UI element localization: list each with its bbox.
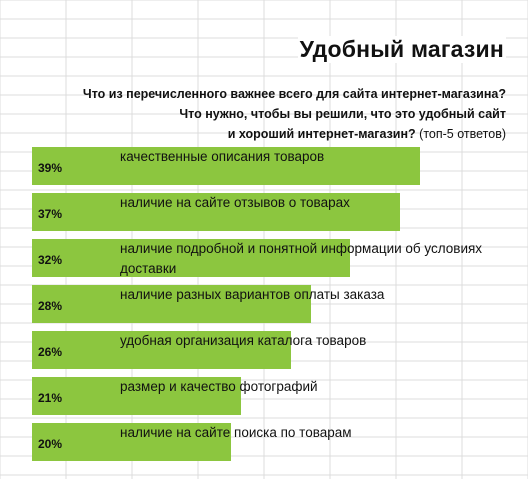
bar-category-label: наличие на сайте отзывов о товарах	[120, 195, 350, 210]
subtitle-line-1: Что из перечисленного важнее всего для с…	[82, 87, 506, 101]
chart-subtitle: Что из перечисленного важнее всего для с…	[16, 84, 506, 144]
bar	[32, 377, 241, 415]
bar	[32, 147, 420, 185]
bar-value-label: 28%	[38, 299, 63, 313]
chart-title: Удобный магазин	[297, 36, 506, 63]
subtitle-note: (топ-5 ответов)	[419, 127, 506, 141]
bar-row: 37% наличие на сайте отзывов о товарах	[32, 189, 502, 235]
bar-row: 21% размер и качество фотографий	[32, 373, 502, 419]
bar-value-label: 20%	[38, 437, 63, 451]
subtitle-line-3-text: и хороший интернет-магазин?	[227, 127, 416, 141]
bar-category-label: наличие разных вариантов оплаты заказа	[120, 287, 385, 302]
bar	[32, 285, 311, 323]
bar-category-label: наличие подробной и понятной информации …	[120, 241, 483, 276]
bar-chart: 39% качественные описания товаров 37% налич…	[32, 143, 502, 473]
bar-row: 32% наличие подробной и понятной информац…	[32, 235, 502, 281]
bar-row: 28% наличие разных вариантов оплаты заказ…	[32, 281, 502, 327]
bar	[32, 239, 350, 277]
bar-value-label: 37%	[38, 207, 63, 221]
bar-value-label: 21%	[38, 391, 63, 405]
bar-row: 26% удобная организация каталога товаров	[32, 327, 502, 373]
bar-value-label: 39%	[38, 161, 63, 175]
bar-value-label: 32%	[38, 253, 63, 267]
bar	[32, 193, 400, 231]
bar-category-label: качественные описания товаров	[120, 149, 325, 164]
bar-category-label: удобная организация каталога товаров	[120, 333, 367, 348]
bar	[32, 423, 231, 461]
subtitle-line-2: Что нужно, чтобы вы решили, что это удоб…	[179, 107, 506, 121]
bar-value-label: 26%	[38, 345, 63, 359]
bar-row: 20% наличие на сайте поиска по товарам	[32, 419, 502, 465]
bar-category-label: наличие на сайте поиска по товарам	[120, 425, 352, 440]
bar-category-label: размер и качество фотографий	[120, 379, 318, 394]
bar	[32, 331, 291, 369]
subtitle-line-3: и хороший интернет-магазин? (топ-5 ответ…	[16, 124, 506, 144]
bar-row: 39% качественные описания товаров	[32, 143, 502, 189]
